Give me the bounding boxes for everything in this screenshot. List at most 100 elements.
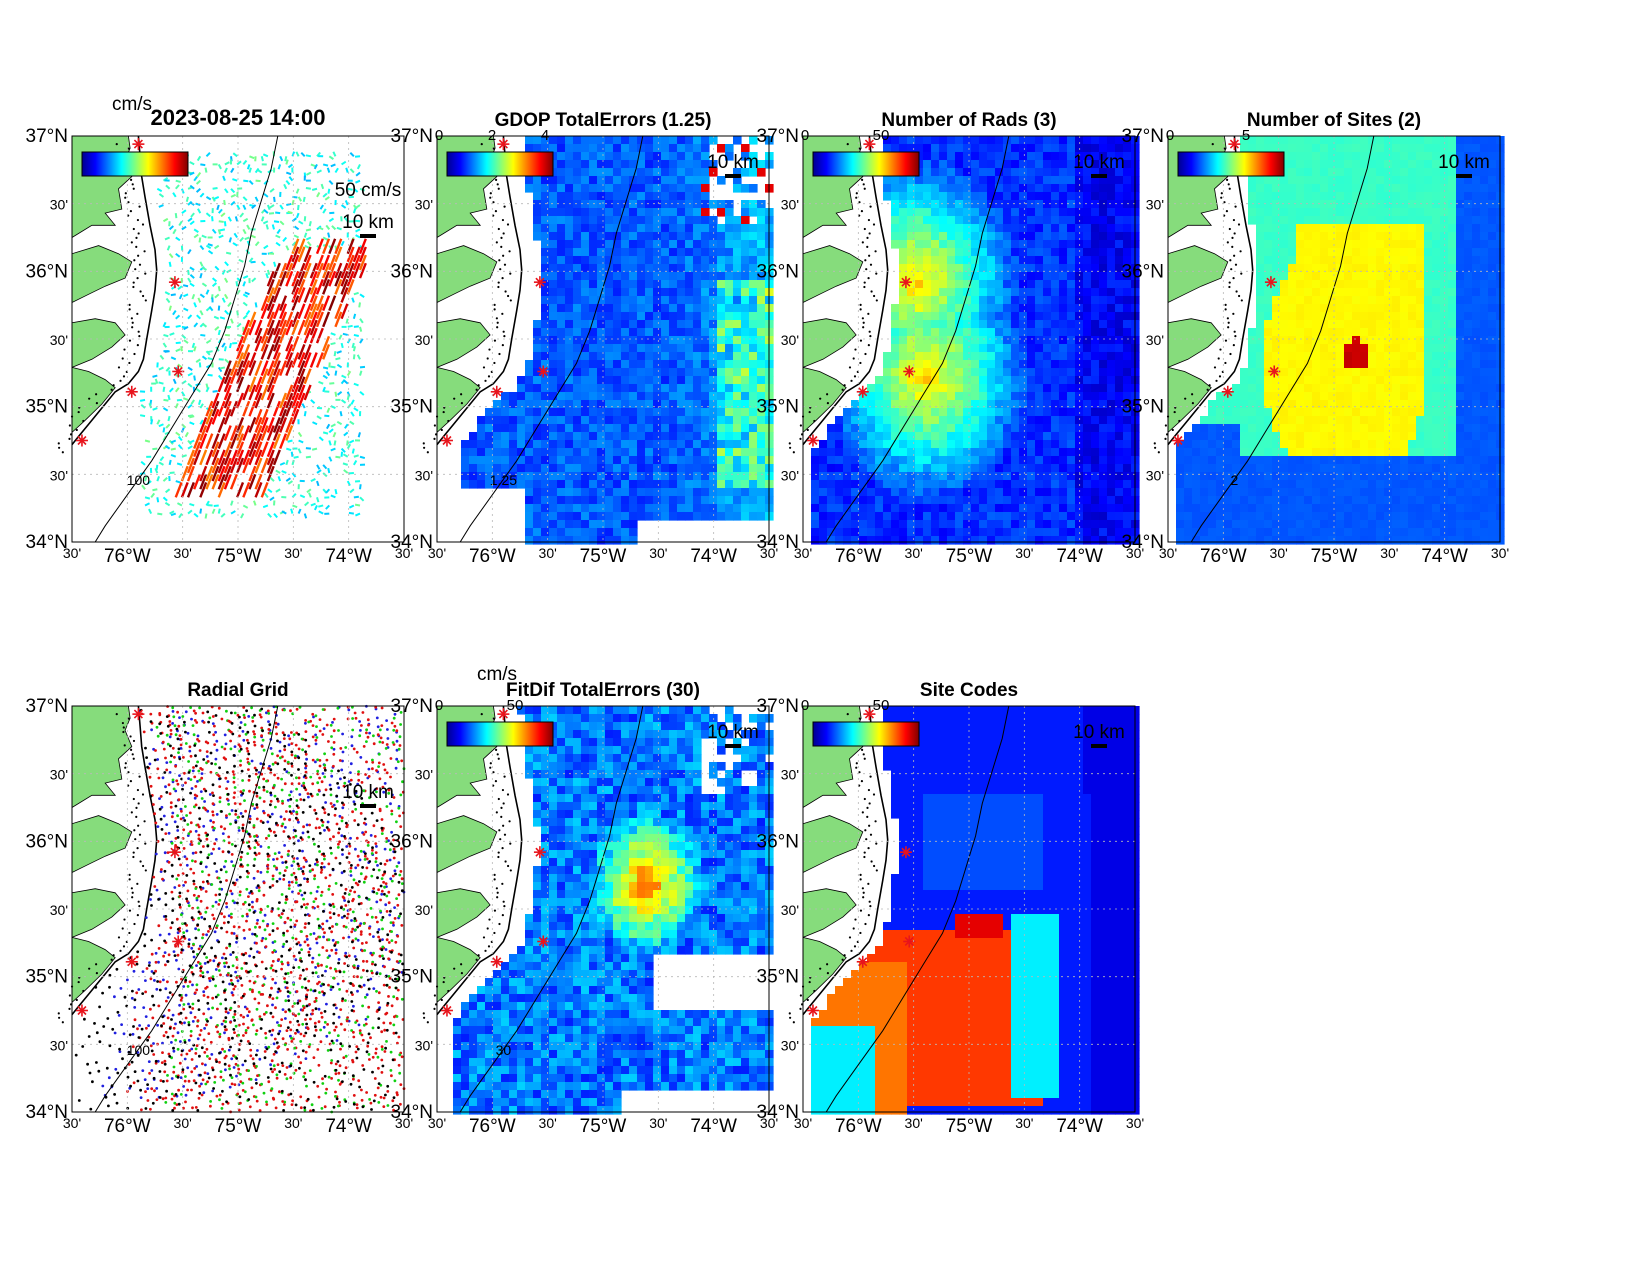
radial-grid-point <box>292 871 296 875</box>
coast-dot <box>501 312 504 315</box>
coast-dot <box>497 757 500 760</box>
radial-grid-point <box>159 870 163 873</box>
radial-grid-point <box>253 846 257 849</box>
radial-grid-point <box>399 793 403 797</box>
coast-dot <box>870 860 873 863</box>
radial-grid-point <box>182 1007 186 1011</box>
radial-grid-point <box>366 735 370 739</box>
radial-grid-point <box>372 935 375 938</box>
radial-grid-point <box>348 908 352 911</box>
current-vector <box>352 246 361 263</box>
coast-dot <box>132 739 136 743</box>
radial-grid-point <box>223 747 227 751</box>
radial-grid-point <box>352 1004 355 1008</box>
current-vector <box>205 433 214 450</box>
radial-grid-point <box>304 906 308 910</box>
coast-dot <box>862 183 865 186</box>
current-vector <box>359 455 366 460</box>
current-vector <box>322 311 331 328</box>
coast-dot <box>852 927 855 930</box>
radial-grid-point <box>391 968 395 971</box>
current-vector <box>186 457 195 474</box>
radial-grid-point <box>268 815 272 819</box>
radial-grid-point <box>316 863 319 867</box>
radial-grid-point <box>244 809 248 813</box>
coast-dot <box>1234 205 1237 208</box>
radial-grid-point <box>180 977 183 981</box>
radial-grid-point <box>192 733 196 737</box>
radial-grid-point <box>189 867 193 871</box>
radial-grid-point <box>215 870 219 873</box>
radial-grid-point <box>241 826 245 830</box>
coast-dot <box>854 918 857 921</box>
radial-grid-point <box>224 1007 228 1011</box>
radial-grid-point <box>120 1023 123 1026</box>
radial-grid-point <box>248 821 252 824</box>
radial-grid-point <box>233 802 237 805</box>
radial-grid-point <box>198 1033 202 1037</box>
coast-dot <box>1228 281 1231 284</box>
land-mass <box>71 366 116 434</box>
radial-grid-point <box>206 833 210 837</box>
coast-dot <box>141 793 145 796</box>
radial-grid-point <box>169 760 173 764</box>
radial-grid-point <box>198 749 202 752</box>
radial-grid-point <box>295 804 299 808</box>
radial-grid-point <box>115 1101 119 1105</box>
current-vector <box>193 228 199 233</box>
radial-grid-point <box>303 774 307 777</box>
coast-dot <box>503 263 507 266</box>
radial-grid-point <box>304 764 308 768</box>
radial-grid-point <box>343 776 346 779</box>
radial-grid-point <box>169 744 172 748</box>
radial-grid-point <box>371 1026 375 1030</box>
radial-grid-point <box>362 789 366 793</box>
coast-dot <box>1225 210 1229 213</box>
radial-grid-point <box>322 865 326 869</box>
current-vector <box>266 425 275 441</box>
radial-grid-point <box>395 739 399 743</box>
radial-grid-point <box>311 971 315 975</box>
radial-grid-point <box>302 865 306 869</box>
radial-grid-point <box>266 924 269 928</box>
current-vector <box>205 500 210 506</box>
longitude-tick-label: 76°W <box>104 1116 151 1137</box>
radial-grid-point <box>395 960 399 963</box>
radial-grid-point <box>283 782 287 786</box>
radial-grid-point <box>314 1007 318 1011</box>
coast-dot <box>489 196 492 199</box>
radial-grid-point <box>399 723 402 726</box>
radial-grid-point <box>290 731 293 734</box>
current-vector <box>183 293 189 298</box>
current-vector <box>254 335 263 352</box>
radial-grid-point <box>305 1084 308 1088</box>
radial-grid-point <box>376 725 380 729</box>
radial-grid-point <box>394 940 398 944</box>
current-vector <box>195 202 201 206</box>
current-vector <box>272 400 281 417</box>
current-vector <box>324 196 330 201</box>
radial-grid-point <box>169 801 173 805</box>
site-marker-icon <box>172 365 185 378</box>
radial-grid-point <box>269 1011 273 1015</box>
radial-grid-point <box>148 961 151 964</box>
radial-grid-point <box>117 1014 121 1017</box>
radial-grid-point <box>189 1011 193 1015</box>
radial-grid-point <box>344 1100 348 1103</box>
radial-grid-point <box>239 1013 243 1017</box>
radial-grid-point <box>162 747 166 751</box>
radial-grid-point <box>213 1081 217 1084</box>
coast-dot <box>493 361 496 365</box>
radial-grid-point <box>347 852 351 855</box>
current-vector <box>150 419 154 425</box>
radial-grid-point <box>285 1066 289 1069</box>
current-vector <box>279 400 288 417</box>
coast-dot <box>502 232 505 235</box>
radial-grid-point <box>177 873 180 877</box>
current-vector <box>165 184 171 190</box>
radial-grid-point <box>240 850 244 854</box>
current-vector <box>325 370 331 377</box>
radial-grid-point <box>323 811 327 815</box>
radial-grid-point <box>217 969 221 972</box>
